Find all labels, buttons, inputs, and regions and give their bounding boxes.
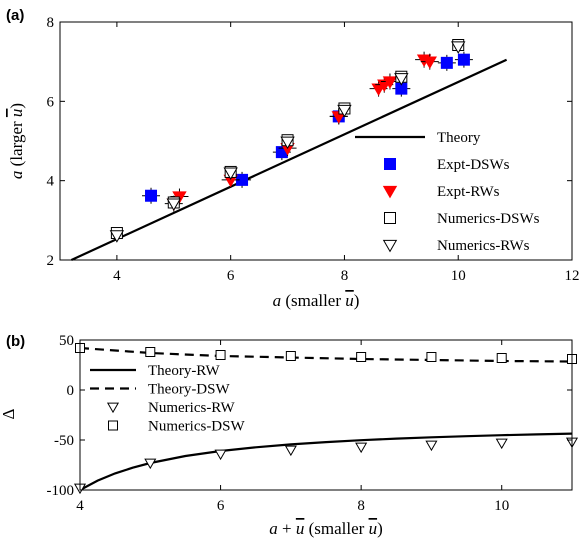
x-tick-label: 4 — [76, 498, 84, 514]
panel-a-y-axis-label: a (larger u) — [7, 103, 26, 179]
panel-b-x-axis-label: a + u (smaller u) — [269, 519, 382, 538]
x-tick-label: 8 — [341, 268, 349, 284]
panel-a-x-axis-label: a (smaller u) — [273, 291, 360, 310]
legend-numerics-rws-symbol — [382, 239, 398, 253]
x-tick-label: 8 — [357, 498, 365, 514]
legend-theory-label: Theory — [437, 130, 481, 146]
panel-a: (a) 4 6 8 10 12 2 4 6 8 a (smaller u) a (larger… — [6, 7, 580, 310]
numerics-rws-point — [337, 104, 352, 118]
y-tick-label: 0 — [67, 383, 75, 399]
y-tick-label: 4 — [47, 174, 55, 190]
y-tick-label: -100 — [47, 483, 75, 499]
panel-b-frame — [79, 339, 573, 491]
numerics-rw-point — [214, 449, 227, 461]
numerics-rws-point — [223, 167, 238, 181]
theory-dsw-line — [79, 346, 573, 363]
y-tick-label: 50 — [59, 333, 74, 349]
legend-numerics-rw-symbol — [106, 402, 120, 414]
y-tick-label: -50 — [54, 433, 74, 449]
numerics-dsw-point — [356, 352, 367, 362]
numerics-dsw-point — [426, 352, 437, 362]
numerics-rw-point — [144, 458, 157, 470]
panel-a-frame — [59, 21, 573, 261]
x-tick-label: 10 — [451, 268, 466, 284]
legend-expt-rws-label: Expt-RWs — [437, 184, 500, 200]
legend-theory-rw-label: Theory-RW — [148, 363, 220, 379]
panel-a-y-ticks: 2 4 6 8 — [47, 15, 572, 269]
x-tick-label: 4 — [113, 268, 121, 284]
expt-dsws-point — [440, 56, 453, 69]
panel-b-y-ticks: -100 -50 0 50 — [47, 333, 572, 499]
legend-numerics-dsws-symbol — [384, 212, 396, 224]
legend-theory-dsw-label: Theory-DSW — [148, 382, 230, 398]
numerics-rws-point — [109, 230, 125, 243]
panel-a-label: (a) — [6, 7, 24, 24]
panel-b-x-ticks: 4 6 8 10 — [76, 340, 509, 514]
numerics-dsw-point — [215, 350, 226, 360]
y-tick-label: 6 — [47, 94, 55, 110]
numerics-rw-point — [284, 445, 297, 457]
numerics-dsw-point — [496, 353, 507, 363]
x-tick-label: 6 — [217, 498, 225, 514]
numerics-rws-point — [394, 73, 409, 86]
panel-b: (b) 4 6 8 10 -100 -50 0 50 a + u (smaller u) Δ… — [0, 333, 579, 538]
numerics-dsw-point — [145, 347, 156, 357]
expt-rws-point — [422, 56, 437, 69]
legend-numerics-rws-label: Numerics-RWs — [437, 238, 530, 254]
panel-a-plot-area — [70, 39, 508, 261]
y-tick-label: 2 — [47, 253, 55, 269]
y-tick-label: 8 — [47, 15, 55, 31]
x-tick-label: 6 — [227, 268, 235, 284]
numerics-rws-point — [280, 136, 295, 150]
expt-dsws-point — [457, 53, 470, 66]
legend-numerics-dsw-label: Numerics-DSW — [148, 419, 245, 435]
numerics-rws-point — [451, 41, 466, 54]
legend-expt-rws-symbol — [382, 185, 398, 199]
panel-b-label: (b) — [6, 333, 25, 350]
panel-b-y-axis-label: Δ — [0, 408, 18, 419]
numerics-rw-point — [355, 442, 368, 454]
numerics-rws-point — [166, 198, 181, 212]
panel-b-legend: Theory-RW Theory-DSW Numerics-RW Numerics-D… — [90, 363, 245, 435]
legend-numerics-rw-label: Numerics-RW — [148, 400, 235, 416]
expt-dsws-point — [145, 189, 158, 202]
theory-rw-line — [79, 432, 573, 491]
legend-numerics-dsws-label: Numerics-DSWs — [437, 211, 540, 227]
numerics-rw-point — [495, 438, 508, 450]
expt-rws-point — [382, 76, 398, 89]
numerics-rw-point — [425, 440, 438, 452]
x-tick-label: 10 — [494, 498, 509, 514]
panel-a-x-ticks: 4 6 8 10 12 — [113, 22, 580, 284]
legend-numerics-dsw-symbol — [108, 420, 118, 431]
panel-a-legend: Theory Expt-DSWs Expt-RWs Numerics-DSWs Nume… — [355, 130, 540, 254]
x-tick-label: 12 — [565, 268, 580, 284]
numerics-dsw-point — [285, 351, 296, 361]
legend-expt-dsws-label: Expt-DSWs — [437, 157, 510, 173]
theory-line — [70, 58, 508, 261]
legend-expt-dsws-symbol — [384, 158, 396, 170]
